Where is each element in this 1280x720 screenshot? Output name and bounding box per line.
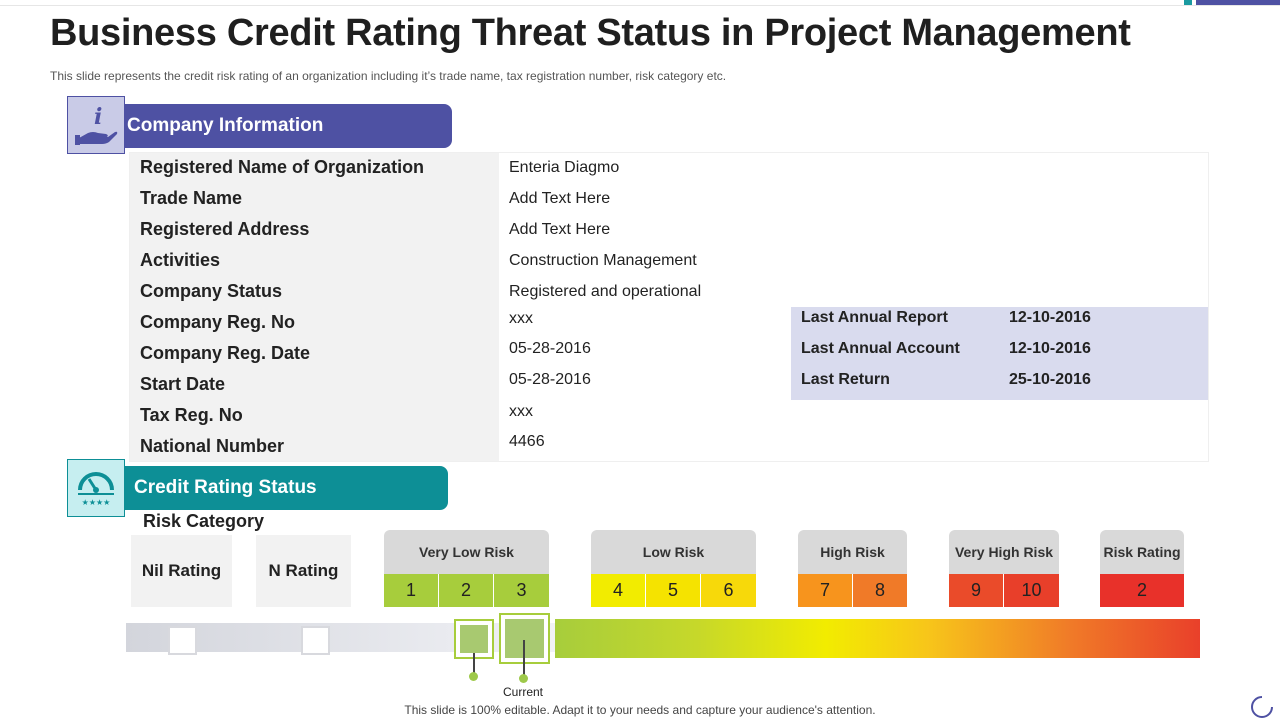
risk-category-label: Risk Category xyxy=(143,511,265,531)
rating-cell-10: 10 xyxy=(1004,574,1059,607)
label-start-date: Start Date xyxy=(140,374,226,394)
value-activities: Construction Management xyxy=(509,252,697,269)
label-registered-address: Registered Address xyxy=(140,219,310,239)
hand-info-icon: i xyxy=(75,104,118,145)
category-low-risk: Low Risk xyxy=(591,530,756,574)
label-registered-name: Registered Name of Organization xyxy=(140,157,425,177)
rating-cell-6: 6 xyxy=(701,574,756,607)
value-last-annual-account: 12-10-2016 xyxy=(1009,340,1091,357)
value-last-return: 25-10-2016 xyxy=(1009,371,1091,388)
label-company-reg-no: Company Reg. No xyxy=(140,312,296,332)
value-company-status: Registered and operational xyxy=(509,283,702,300)
current-label: Current xyxy=(503,685,544,699)
label-company-reg-date: Company Reg. Date xyxy=(140,343,311,363)
rating-cell-5: 5 xyxy=(646,574,701,607)
label-activities: Activities xyxy=(140,250,221,270)
value-trade-name: Add Text Here xyxy=(509,190,611,207)
marker-pin-current xyxy=(523,640,525,677)
label-last-annual-account: Last Annual Account xyxy=(801,340,960,357)
value-registered-address: Add Text Here xyxy=(509,221,611,238)
n-rating-box: N Rating xyxy=(256,535,351,607)
footer-note: This slide is 100% editable. Adapt it to… xyxy=(404,703,876,717)
value-registered-name: Enteria Diagmo xyxy=(509,159,620,176)
label-company-status: Company Status xyxy=(140,281,283,301)
rating-cell-9: 9 xyxy=(949,574,1004,607)
category-high-risk: High Risk xyxy=(798,530,907,574)
rating-cell-8: 8 xyxy=(853,574,907,607)
slide-title: Business Credit Rating Threat Status in … xyxy=(50,12,1131,54)
info-icon-box: i xyxy=(67,96,125,154)
risk-rating-value: 2 xyxy=(1100,574,1184,607)
top-divider xyxy=(0,5,1280,6)
company-information-header: Company Information xyxy=(125,104,452,148)
value-tax-reg-no: xxx xyxy=(509,403,533,420)
svg-text:i: i xyxy=(94,104,102,130)
value-company-reg-date: 05-28-2016 xyxy=(509,340,591,357)
label-tax-reg-no: Tax Reg. No xyxy=(140,405,243,425)
annual-info-panel xyxy=(791,307,1208,400)
label-last-return: Last Return xyxy=(801,371,890,388)
rating-cell-2: 2 xyxy=(439,574,494,607)
gauge-rating-icon: ★★★★ xyxy=(78,472,114,507)
nil-rating-marker xyxy=(168,626,197,655)
company-info-table xyxy=(129,152,1209,462)
label-last-annual-report: Last Annual Report xyxy=(801,309,948,326)
top-accent-teal xyxy=(1184,0,1192,5)
credit-rating-status-header: Credit Rating Status xyxy=(125,466,448,510)
category-very-low-risk: Very Low Risk xyxy=(384,530,549,574)
rating-scale-gradient xyxy=(555,619,1200,658)
company-info-label-column xyxy=(130,153,499,461)
corner-logo-icon xyxy=(1251,696,1273,718)
label-trade-name: Trade Name xyxy=(140,188,243,208)
svg-text:★★★★: ★★★★ xyxy=(82,498,111,507)
n-rating-marker xyxy=(301,626,330,655)
rating-cell-4: 4 xyxy=(591,574,646,607)
marker-dot-left xyxy=(469,672,478,681)
slide-subtitle: This slide represents the credit risk ra… xyxy=(50,69,727,83)
credit-icon-box: ★★★★ xyxy=(67,459,125,517)
category-risk-rating: Risk Rating xyxy=(1100,530,1184,574)
value-start-date: 05-28-2016 xyxy=(509,371,591,388)
rating-cell-3: 3 xyxy=(494,574,549,607)
marker-pin-left xyxy=(473,653,475,673)
rating-cell-7: 7 xyxy=(798,574,853,607)
value-last-annual-report: 12-10-2016 xyxy=(1009,309,1091,326)
value-national-number: 4466 xyxy=(509,433,545,450)
rating-marker-low-fill xyxy=(460,625,488,653)
rating-marker-low xyxy=(454,619,494,659)
top-accent-purple xyxy=(1196,0,1280,5)
label-national-number: National Number xyxy=(140,436,285,456)
value-company-reg-no: xxx xyxy=(509,310,533,327)
category-very-high-risk: Very High Risk xyxy=(949,530,1059,574)
rating-cell-1: 1 xyxy=(384,574,439,607)
nil-rating-box: Nil Rating xyxy=(131,535,232,607)
marker-dot-current xyxy=(519,674,528,683)
